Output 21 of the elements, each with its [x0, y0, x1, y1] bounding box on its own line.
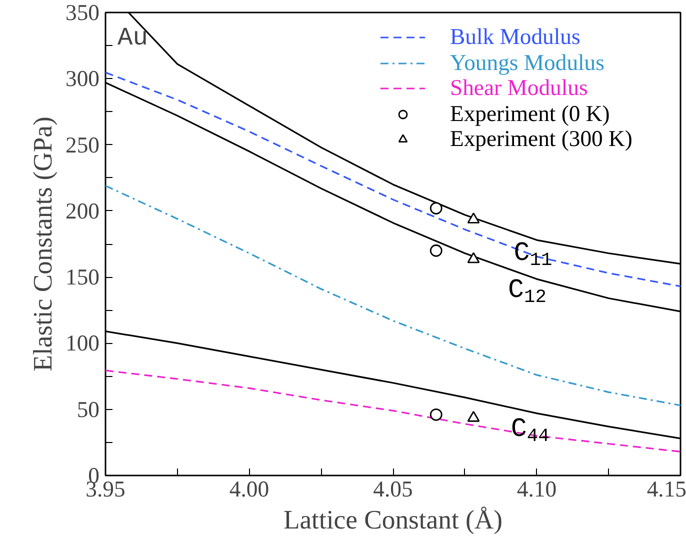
- y-tick-label: 200: [66, 198, 100, 224]
- text: 4.10: [516, 476, 557, 502]
- y-axis-title: Elastic Constants (GPa): [28, 116, 58, 372]
- text: 4.00: [229, 476, 270, 502]
- line-series: [106, 184, 680, 406]
- annotation: Au: [118, 24, 148, 52]
- x-tick-label: 4.05: [373, 476, 413, 502]
- legend-label: Youngs Modulus: [450, 50, 604, 76]
- legend-label: Bulk Modulus: [450, 24, 580, 50]
- legend-label: Experiment (0 K): [450, 100, 610, 126]
- x-axis-title: Lattice Constant (Å): [283, 504, 503, 534]
- legend-label: Shear Modulus: [450, 75, 588, 101]
- y-tick-label: 150: [66, 264, 100, 290]
- y-tick-label: 350: [66, 0, 100, 25]
- legend-label: Experiment (300 K): [450, 126, 632, 152]
- x-tick-label: 4.15: [646, 476, 686, 502]
- y-tick-label: 250: [66, 132, 100, 158]
- y-tick-label: 300: [66, 66, 100, 92]
- y-tick-label: 50: [76, 396, 100, 422]
- y-tick-label: 100: [66, 330, 100, 356]
- line-series: [106, 370, 680, 452]
